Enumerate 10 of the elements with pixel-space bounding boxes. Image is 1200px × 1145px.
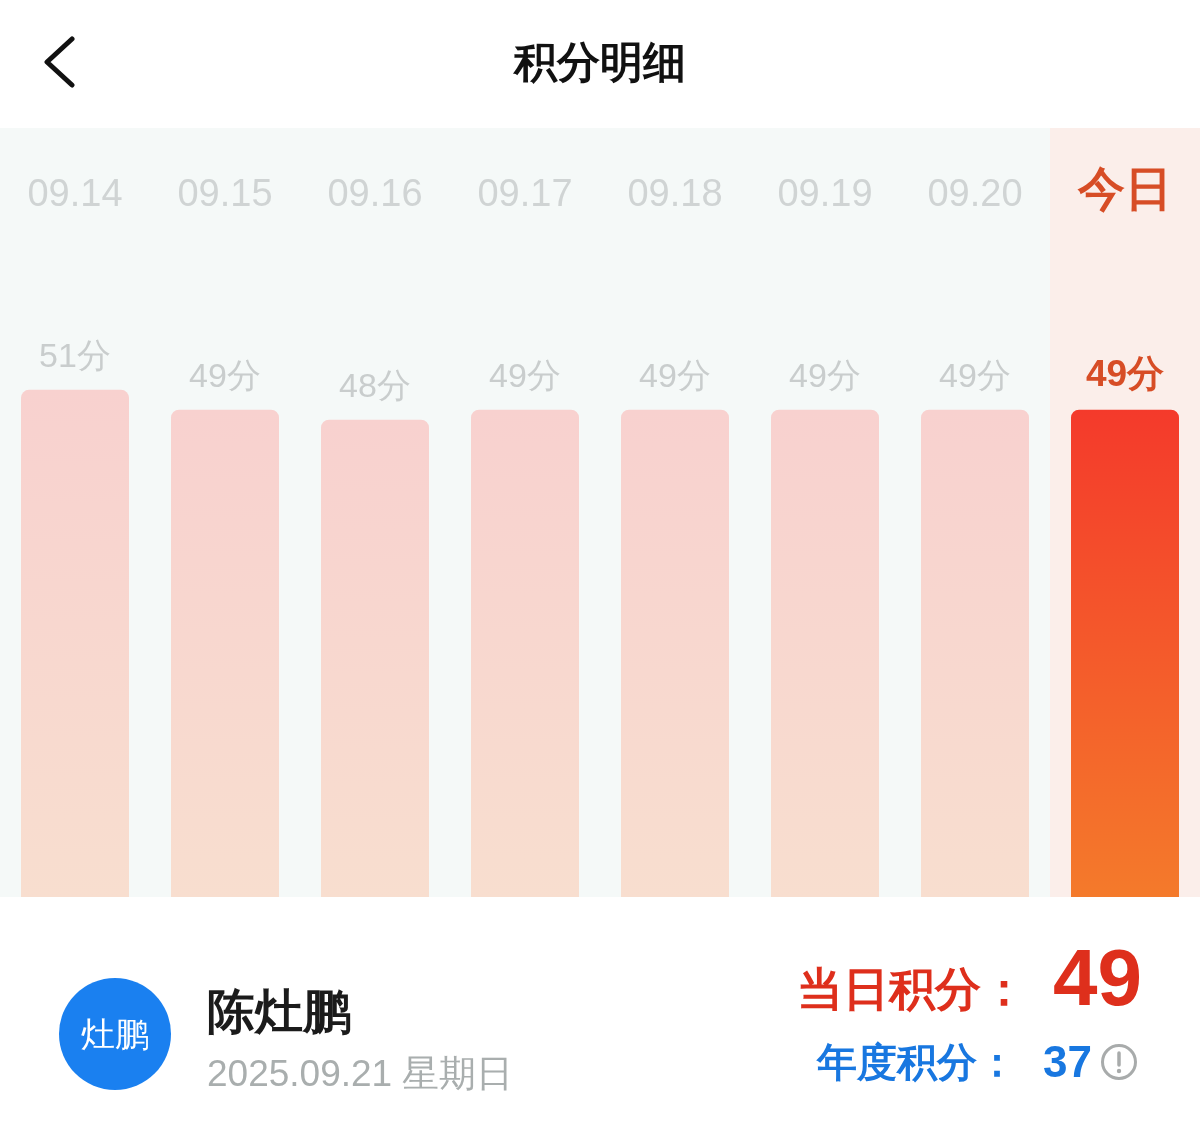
chart-title: 积分明细	[512, 37, 687, 88]
avatar-circle: 灶鹏	[59, 978, 171, 1090]
text: 37	[1043, 1037, 1092, 1086]
text: 当日积分：	[797, 963, 1028, 1015]
x-tick-label: 今日	[1077, 162, 1172, 215]
text: 陈灶鹏	[207, 985, 351, 1038]
text: 年度积分：	[817, 1040, 1018, 1084]
text: 2025.09.21 星期日	[207, 1053, 514, 1094]
text: 49	[1053, 933, 1142, 1022]
data-label: 49分	[1085, 352, 1165, 394]
